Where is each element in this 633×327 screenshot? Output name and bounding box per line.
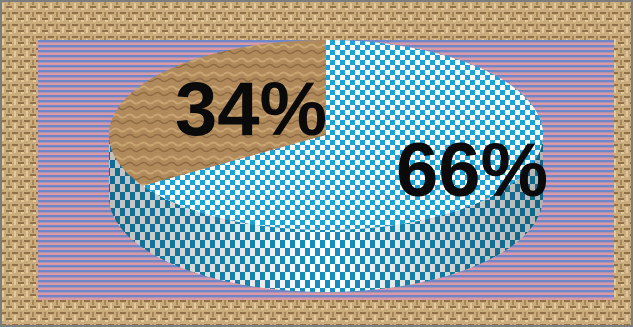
data-labels: 34% 66% [175,67,548,213]
pie-slice-minor [108,40,326,186]
pie-side-shade [109,135,543,292]
slice-label-major: 66% [396,128,548,213]
pie-group [108,40,544,292]
slice-label-minor: 34% [175,67,327,152]
pie-slice-major [142,40,544,230]
